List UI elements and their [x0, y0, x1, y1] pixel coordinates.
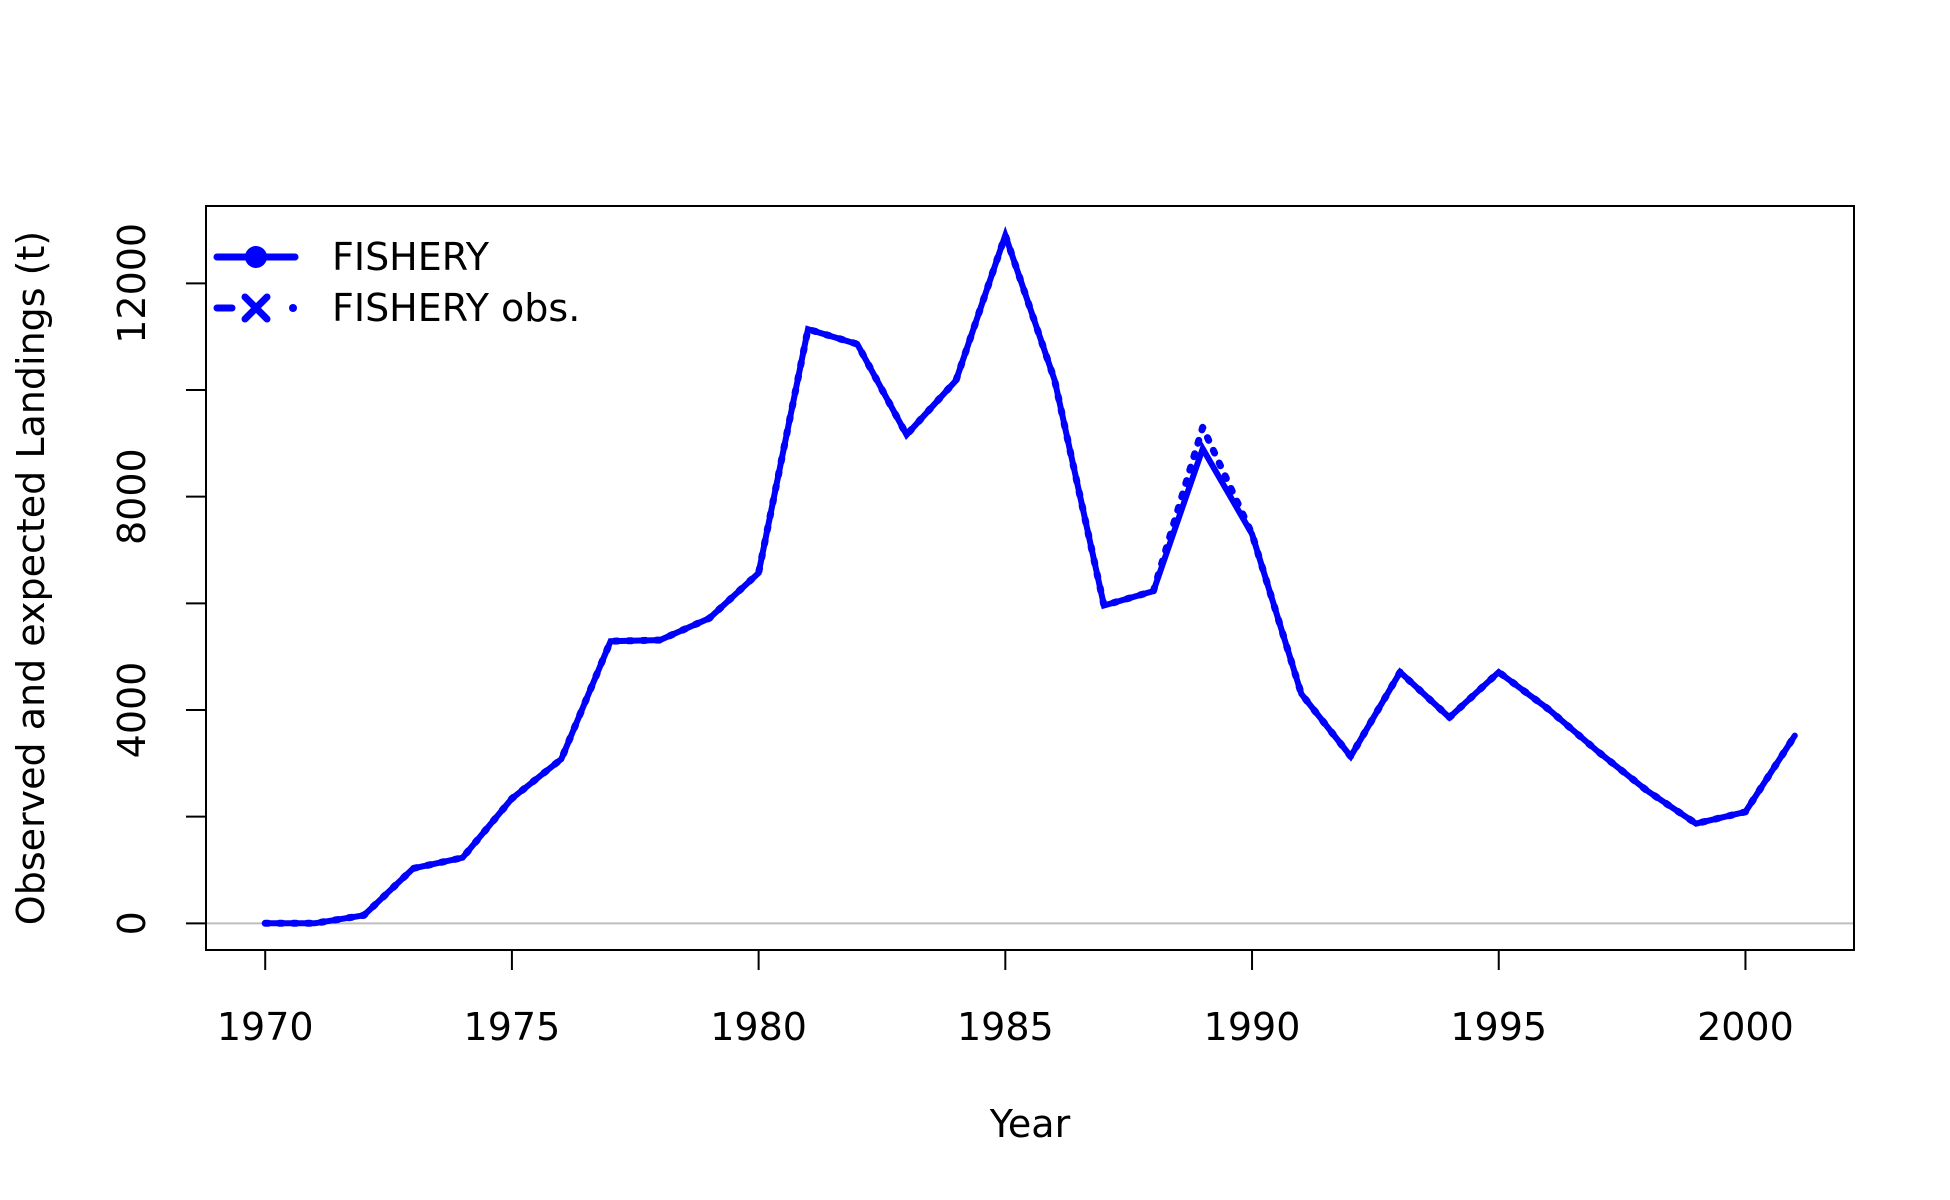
x-tick-label: 1975 [464, 1005, 561, 1049]
series-line-fishery [262, 225, 1798, 927]
legend: FISHERY FISHERY obs. [213, 235, 580, 330]
legend-label: FISHERY [332, 235, 490, 279]
x-tick-label: 1980 [710, 1005, 807, 1049]
legend-marker-circle [245, 246, 267, 268]
y-axis: 0 4000 8000 12000 [110, 223, 207, 935]
y-tick-label: 12000 [110, 223, 154, 344]
y-tick-label: 4000 [110, 662, 154, 759]
legend-label: FISHERY obs. [332, 286, 580, 330]
x-tick-label: 1990 [1204, 1005, 1301, 1049]
y-axis-title: Observed and expected Landings (t) [9, 231, 53, 925]
x-tick-label: 1985 [957, 1005, 1054, 1049]
x-tick-label: 2000 [1697, 1005, 1794, 1049]
y-tick-label: 8000 [110, 448, 154, 545]
x-tick-label: 1995 [1450, 1005, 1547, 1049]
x-axis: 1970 1975 1980 1985 1990 1995 2000 [217, 949, 1794, 1049]
y-tick-label: 0 [110, 911, 154, 935]
legend-marker-x [241, 293, 271, 323]
legend-dot [289, 304, 297, 312]
x-axis-title: Year [989, 1102, 1071, 1146]
x-tick-label: 1970 [217, 1005, 314, 1049]
plot-layer [206, 225, 1854, 927]
